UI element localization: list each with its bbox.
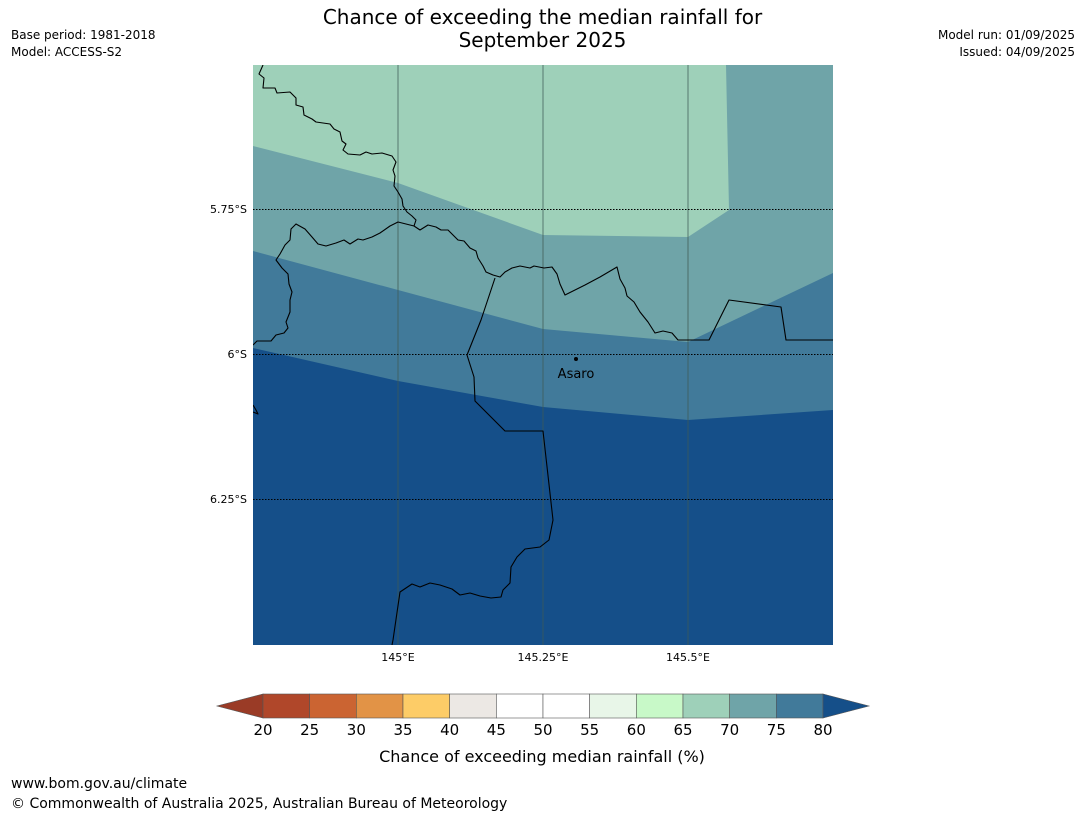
asaro-marker xyxy=(574,357,578,361)
base-period: Base period: 1981-2018 xyxy=(11,28,156,42)
colorbar-tick-label: 60 xyxy=(627,721,646,739)
colorbar-tick-label: 40 xyxy=(440,721,459,739)
colorbar-under-arrow xyxy=(215,693,264,719)
colorbar-cell xyxy=(262,693,310,719)
colorbar-cell xyxy=(402,693,450,719)
meta-left: Base period: 1981-2018 Model: ACCESS-S2 xyxy=(11,27,156,61)
lat-label-6-25: 6.25°S xyxy=(210,493,247,506)
colorbar-label: Chance of exceeding median rainfall (%) xyxy=(379,747,705,766)
colorbar-cell xyxy=(636,693,684,719)
model-run: Model run: 01/09/2025 xyxy=(937,28,1075,42)
title-line-1: Chance of exceeding the median rainfall … xyxy=(322,5,763,29)
band-65-70 xyxy=(253,65,729,237)
colorbar-cell xyxy=(776,693,824,719)
issued-date: Issued: 04/09/2025 xyxy=(959,45,1075,59)
meta-right: Model run: 01/09/2025 Issued: 04/09/2025 xyxy=(938,27,1075,61)
boundary-lines xyxy=(253,65,833,645)
colorbar-cell xyxy=(449,693,497,719)
colorbar-cell xyxy=(589,693,637,719)
lon-label-145: 145°E xyxy=(381,651,414,664)
colorbar-cell xyxy=(729,693,777,719)
boundary-north-west xyxy=(253,65,417,346)
colorbar-tick-label: 45 xyxy=(487,721,506,739)
boundary-west-edge xyxy=(253,404,259,415)
colorbar-cell xyxy=(682,693,730,719)
meridian-lines xyxy=(397,65,689,645)
colorbar-tick-label: 65 xyxy=(673,721,692,739)
colorbar-cells xyxy=(262,693,824,719)
colorbar-tick-label: 75 xyxy=(767,721,786,739)
colorbar-tick-label: 30 xyxy=(347,721,366,739)
colorbar-tick-label: 80 xyxy=(813,721,832,739)
boundary-south xyxy=(391,277,554,645)
colorbar-cell xyxy=(356,693,404,719)
colorbar-tick-label: 70 xyxy=(720,721,739,739)
parallel-lines xyxy=(253,209,833,500)
colorbar: 20 25 30 35 40 45 50 55 60 65 70 75 80 Chance of exc… xyxy=(215,693,871,766)
colorbar-over-arrow xyxy=(822,693,871,719)
colorbar-tick-label: 20 xyxy=(253,721,272,739)
footer-url[interactable]: www.bom.gov.au/climate xyxy=(11,776,188,792)
colorbar-tick-label: 55 xyxy=(580,721,599,739)
colorbar-tick-label: 35 xyxy=(393,721,412,739)
lat-label-5-75: 5.75°S xyxy=(210,203,247,216)
lat-label-6: 6°S xyxy=(228,348,247,361)
chart-title: Chance of exceeding the median rainfall … xyxy=(0,6,1085,52)
colorbar-tick-label: 50 xyxy=(533,721,552,739)
footer-copyright: © Commonwealth of Australia 2025, Austra… xyxy=(11,796,508,812)
colorbar-cell xyxy=(542,693,590,719)
axis-labels: 145°E 145.25°E 145.5°E 5.75°S 6°S 6.25°S xyxy=(210,203,710,664)
map-area[interactable] xyxy=(253,65,833,645)
title-line-2: September 2025 xyxy=(458,28,627,52)
footer: www.bom.gov.au/climate © Commonwealth of… xyxy=(11,774,507,814)
model-name: Model: ACCESS-S2 xyxy=(11,45,123,59)
lon-label-145-25: 145.25°E xyxy=(518,651,569,664)
colorbar-cell xyxy=(309,693,357,719)
colorbar-cell xyxy=(496,693,544,719)
lon-label-145-5: 145.5°E xyxy=(666,651,710,664)
boundary-central xyxy=(413,224,833,341)
asaro-label: Asaro xyxy=(558,367,595,382)
colorbar-tick-label: 25 xyxy=(300,721,319,739)
colorbar-ticks: 20 25 30 35 40 45 50 55 60 65 70 75 80 xyxy=(253,721,832,739)
